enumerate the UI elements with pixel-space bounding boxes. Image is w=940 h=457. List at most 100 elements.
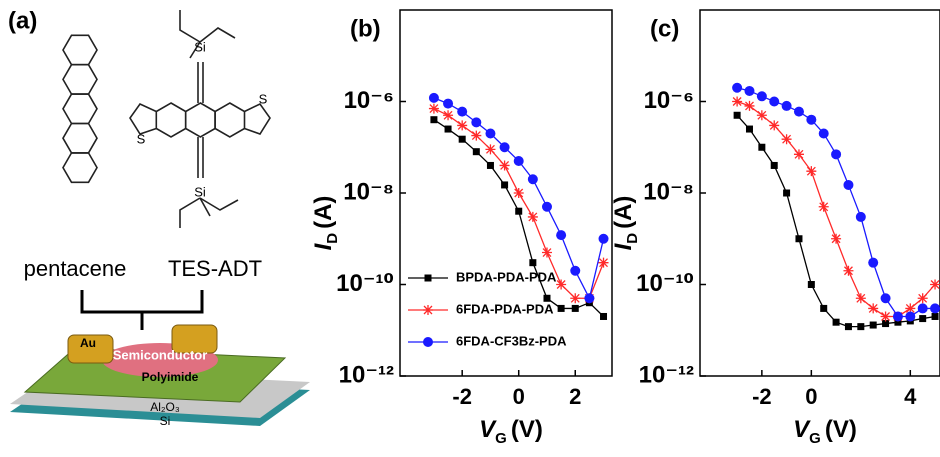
marker (783, 189, 791, 197)
plot-area (732, 82, 940, 331)
atom-label: S (137, 131, 146, 146)
marker (769, 120, 780, 131)
marker (843, 179, 854, 190)
marker (499, 160, 510, 171)
y-tick-label: 10⁻⁶ (644, 87, 694, 114)
marker (584, 293, 595, 304)
marker (806, 114, 817, 125)
x-tick-label: 2 (569, 384, 581, 409)
marker (756, 91, 767, 102)
marker (423, 337, 433, 347)
marker (732, 82, 743, 93)
series-line (736, 114, 936, 328)
layer-label: Si (160, 414, 171, 428)
marker (930, 279, 940, 290)
y-tick-label: 10⁻¹² (639, 361, 694, 388)
marker (781, 100, 792, 111)
marker (486, 161, 494, 169)
marker (529, 259, 537, 267)
marker (820, 304, 828, 312)
marker (443, 110, 454, 121)
marker (732, 96, 743, 107)
marker (485, 144, 496, 155)
series-line (736, 100, 936, 318)
legend-label: BPDA-PDA-PDA (456, 269, 557, 284)
marker (471, 130, 482, 141)
layer-label: Au (80, 336, 96, 350)
tes-adt-structure (129, 10, 271, 228)
axis-unit: (V) (825, 416, 857, 443)
pentacene-structure (62, 34, 98, 184)
layer-label: Semiconductor (113, 347, 208, 362)
molecule-name: pentacene (24, 256, 127, 281)
marker (919, 315, 927, 323)
marker (744, 85, 755, 96)
plot-frame (399, 9, 613, 377)
marker (428, 92, 439, 103)
molecule-name: TES-ADT (168, 256, 262, 281)
marker (423, 305, 433, 315)
bracket (80, 290, 204, 330)
marker (501, 181, 509, 189)
marker (472, 148, 480, 156)
marker (513, 188, 524, 198)
axis-unit: (A) (610, 196, 637, 229)
axis-subscript: D (324, 233, 341, 244)
axis-label: ID (A) (610, 196, 641, 251)
marker (428, 103, 439, 114)
marker (905, 303, 916, 314)
marker (781, 134, 792, 145)
marker (793, 106, 804, 117)
y-tick-label: 10⁻¹⁰ (636, 270, 694, 297)
marker (818, 128, 829, 139)
axis-symbol: I (610, 242, 637, 250)
marker (598, 257, 609, 268)
x-tick-label: 0 (513, 384, 525, 409)
x-tick-label: -2 (452, 384, 472, 409)
marker (831, 149, 842, 160)
y-tick-label: 10⁻⁸ (643, 178, 694, 205)
marker (557, 304, 565, 312)
marker (457, 106, 468, 117)
marker (600, 312, 608, 320)
axis-symbol: V (479, 416, 497, 443)
axis-unit: (A) (310, 196, 337, 229)
marker (818, 201, 829, 212)
axis-symbol: I (310, 242, 337, 250)
legend-label: 6FDA-CF3Bz-PDA (456, 333, 567, 348)
marker (527, 211, 538, 222)
atom-label: S (259, 91, 268, 106)
marker (571, 304, 579, 312)
marker (745, 125, 753, 133)
marker (515, 207, 523, 215)
marker (807, 281, 815, 288)
marker (443, 98, 454, 109)
legend-label: 6FDA-PDA-PDA (456, 301, 554, 316)
axis-unit: (V) (511, 416, 543, 443)
marker (527, 174, 538, 185)
marker (444, 125, 452, 133)
marker (598, 233, 609, 244)
panel-a: (a) Si Si S S pentacene TES-ADT Au Semic… (8, 7, 310, 428)
marker (543, 294, 551, 302)
atom-label: Si (194, 39, 206, 54)
marker (424, 274, 432, 282)
marker (756, 110, 767, 121)
marker (855, 293, 866, 304)
marker (832, 318, 840, 326)
marker (831, 233, 842, 244)
panel-label: (c) (650, 15, 679, 42)
y-tick-label: 10⁻¹² (339, 361, 394, 388)
x-tick-label: -2 (752, 384, 772, 409)
marker (499, 142, 510, 153)
axis-symbol: V (793, 416, 811, 443)
marker (457, 120, 468, 131)
marker (894, 318, 902, 326)
marker (556, 230, 567, 241)
plot-area (428, 92, 609, 320)
x-tick-label: 4 (904, 384, 917, 409)
marker (868, 303, 879, 314)
marker (868, 257, 879, 268)
layer-label: Polyimide (142, 370, 199, 384)
